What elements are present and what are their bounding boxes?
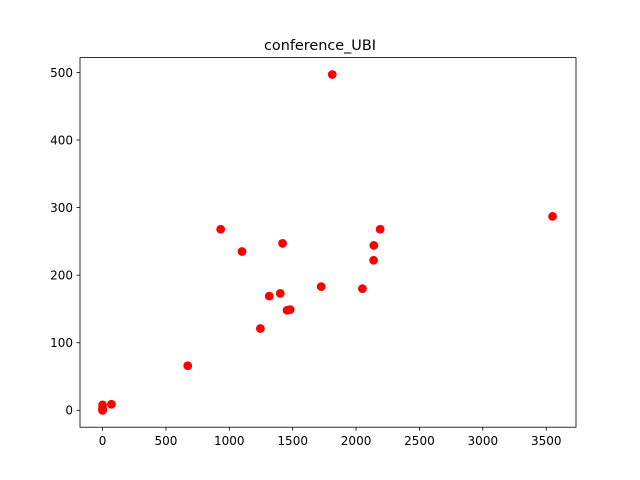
x-tick-label: 3000 bbox=[468, 434, 499, 448]
data-point bbox=[98, 405, 107, 415]
data-point bbox=[264, 291, 274, 301]
data-point bbox=[375, 224, 385, 234]
data-point bbox=[548, 211, 557, 221]
data-point bbox=[255, 324, 265, 333]
data-point bbox=[216, 224, 226, 234]
data-point bbox=[237, 247, 247, 256]
plot-area-frame bbox=[79, 57, 577, 428]
chart-title: conference_UBI bbox=[264, 38, 376, 54]
data-point bbox=[275, 289, 285, 298]
data-points bbox=[98, 70, 557, 415]
y-tick-label: 400 bbox=[50, 133, 73, 147]
x-tick-label: 500 bbox=[154, 434, 177, 448]
data-point bbox=[358, 284, 367, 294]
data-point bbox=[278, 239, 287, 248]
x-tick-label: 2500 bbox=[404, 434, 435, 448]
data-point bbox=[107, 399, 116, 409]
y-tick-label: 200 bbox=[50, 268, 73, 282]
data-point bbox=[282, 305, 292, 315]
y-axis: 0 100 200 300 400 500 bbox=[50, 66, 80, 418]
data-point bbox=[327, 70, 337, 79]
x-tick-label: 2000 bbox=[341, 434, 372, 448]
x-axis: 0 500 1000 1500 2000 2500 3000 3500 bbox=[99, 427, 562, 448]
x-tick-label: 1500 bbox=[277, 434, 308, 448]
data-point bbox=[183, 361, 193, 371]
x-tick-label: 0 bbox=[99, 434, 107, 448]
y-tick-label: 500 bbox=[50, 66, 73, 80]
x-tick-label: 3500 bbox=[531, 434, 562, 448]
y-tick-label: 0 bbox=[65, 404, 73, 418]
y-tick-label: 100 bbox=[50, 336, 73, 350]
data-point bbox=[316, 282, 326, 292]
x-tick-label: 1000 bbox=[214, 434, 245, 448]
data-point bbox=[369, 241, 379, 250]
data-point bbox=[369, 255, 378, 265]
y-tick-label: 300 bbox=[50, 201, 73, 215]
